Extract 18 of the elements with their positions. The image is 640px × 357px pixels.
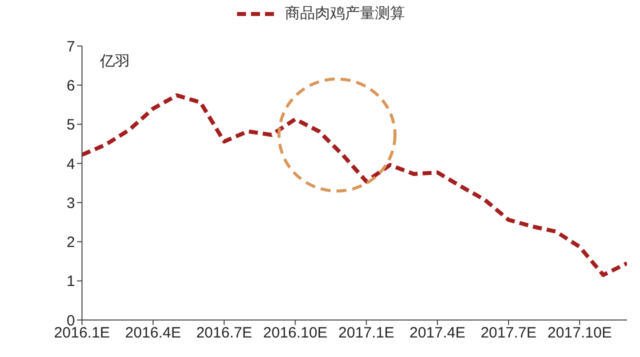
y-tick-label: 7 [66,38,75,56]
line-series [82,93,627,277]
x-tick-label: 2017.4E [409,324,466,342]
y-tick-label: 5 [66,116,75,134]
y-tick-label: 2 [66,234,75,252]
y-tick-label: 6 [66,77,75,94]
y-tick-label: 1 [66,273,75,290]
x-tick-label: 2017.1E [338,324,394,342]
y-tick-label: 4 [66,156,75,173]
y-tick-label: 3 [66,194,75,212]
x-tick-label: 2016.7E [196,324,252,342]
x-tick-label: 2016.1E [54,324,110,342]
y-axis-title: 亿羽 [100,52,130,71]
x-tick-label: 2016.10E [263,324,328,342]
legend-label: 商品肉鸡产量测算 [285,4,405,23]
x-tick-label: 2017.10E [547,324,612,342]
x-tick-label: 2016.4E [125,324,182,342]
x-tick-label: 2017.7E [480,324,536,342]
